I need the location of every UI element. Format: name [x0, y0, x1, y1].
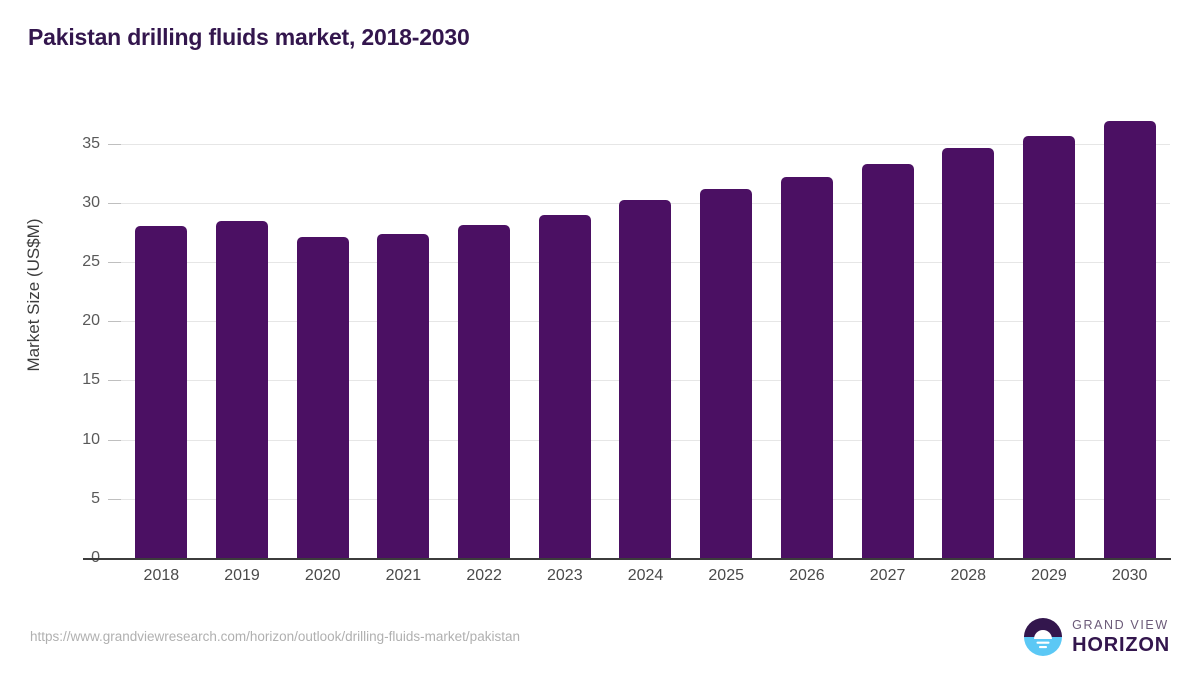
x-tick-label: 2027	[869, 567, 906, 584]
y-tick-label: 10	[82, 430, 100, 448]
bar[interactable]	[458, 225, 511, 558]
x-tick-label: 2023	[547, 567, 583, 584]
bar[interactable]	[700, 188, 753, 558]
bar-series: 2018 2019 2020 2021 2022 2023 2024 2025 2026 2027…	[121, 0, 1170, 675]
bar-group	[524, 108, 605, 558]
x-tick-label: 2019	[224, 567, 260, 584]
bar-group	[605, 108, 686, 558]
y-tick-mark	[108, 321, 121, 323]
bar[interactable]	[861, 163, 914, 558]
x-tick-label: 2026	[789, 567, 825, 584]
y-tick-mark	[108, 143, 121, 145]
bar[interactable]	[942, 148, 995, 558]
y-tick-label: 25	[82, 252, 100, 270]
bar-group	[1009, 108, 1090, 558]
y-tick-label: 5	[91, 489, 100, 507]
brand-name-bottom: HORIZON	[1072, 633, 1170, 656]
x-tick-label: 2029	[1031, 567, 1067, 584]
bar-group	[847, 108, 928, 558]
bar[interactable]	[1022, 136, 1075, 558]
x-tick-label: 2028	[950, 567, 987, 584]
bar[interactable]	[377, 233, 430, 558]
x-tick-label: 2024	[627, 567, 664, 584]
bar[interactable]	[216, 220, 269, 558]
bar-group	[202, 108, 283, 558]
horizon-circle-logo-icon	[1023, 617, 1063, 657]
x-tick-label: 2021	[385, 567, 422, 584]
y-tick-label: 30	[82, 193, 100, 211]
x-tick-label: 2020	[304, 567, 341, 584]
bar-group	[444, 108, 525, 558]
source-url[interactable]: https://www.grandviewresearch.com/horizo…	[30, 629, 520, 644]
x-axis-line	[83, 558, 1171, 560]
bar-group	[282, 108, 363, 558]
x-tick-label: 2018	[143, 567, 180, 584]
bar[interactable]	[1103, 121, 1156, 558]
x-tick-label: 2022	[466, 567, 502, 584]
y-tick-mark	[108, 439, 121, 441]
brand-logo: GRAND VIEW HORIZON	[1023, 617, 1170, 657]
y-axis-ticks: 0 5 10 15 20 25 30 35	[55, 108, 121, 566]
y-tick-mark	[108, 261, 121, 263]
bar-group	[928, 108, 1009, 558]
page-title: Pakistan drilling fluids market, 2018-20…	[28, 24, 470, 50]
y-tick-mark	[108, 202, 121, 204]
x-tick-label: 2030	[1111, 567, 1148, 584]
y-tick-label: 15	[82, 371, 100, 389]
bar-group	[686, 108, 767, 558]
bar[interactable]	[296, 237, 349, 558]
y-tick-label: 35	[82, 134, 100, 152]
bar[interactable]	[780, 176, 833, 558]
bar[interactable]	[619, 200, 672, 558]
bar-group	[363, 108, 444, 558]
y-tick-mark	[108, 498, 121, 500]
bar-group	[767, 108, 848, 558]
gridline	[121, 143, 1170, 145]
y-axis-title: Market Size (US$M)	[24, 218, 43, 372]
y-tick-label: 0	[91, 549, 100, 567]
y-tick-label: 20	[82, 312, 100, 330]
brand-name-top: GRAND VIEW	[1072, 618, 1169, 633]
bar-group	[1089, 108, 1170, 558]
x-tick-label: 2025	[708, 567, 744, 584]
bar[interactable]	[538, 214, 591, 558]
bar[interactable]	[135, 226, 188, 558]
brand-logo-text: GRAND VIEW HORIZON	[1072, 619, 1170, 655]
bar-group	[121, 108, 202, 558]
y-tick-mark	[108, 380, 121, 382]
